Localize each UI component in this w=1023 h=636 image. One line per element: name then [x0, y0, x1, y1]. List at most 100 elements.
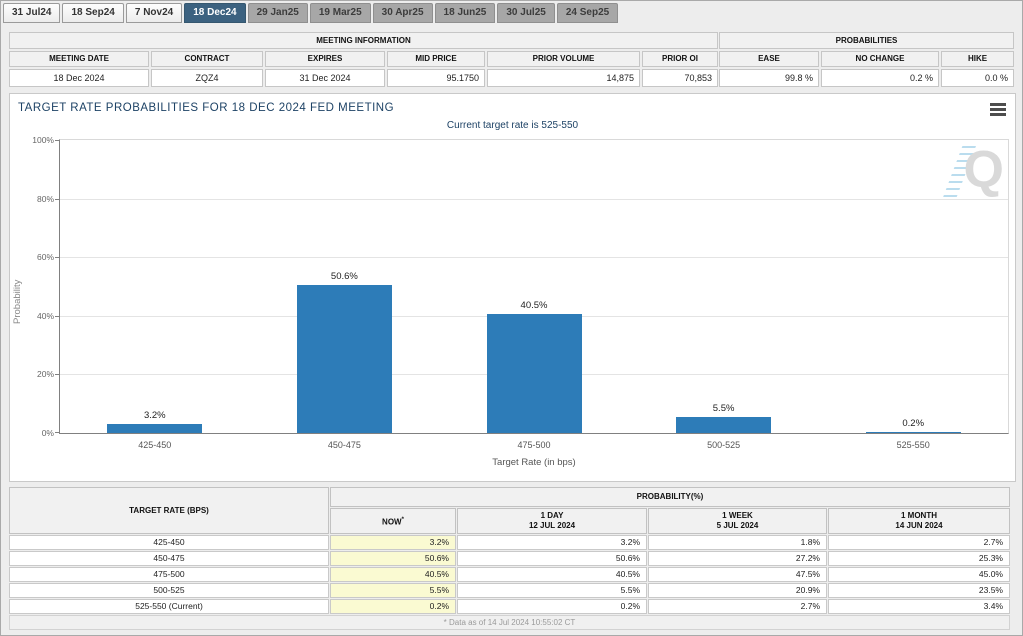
chart-menu-icon[interactable]: [990, 103, 1006, 118]
probabilities-header-hike: HIKE: [941, 51, 1014, 67]
bar-500-525: [676, 416, 772, 433]
tab-18-sep24[interactable]: 18 Sep24: [62, 3, 124, 23]
y-tick-mark: [55, 257, 59, 259]
row-label-425-450: 425-450: [9, 535, 329, 550]
meeting-info-table: MEETING INFORMATION MEETING DATE CONTRACT…: [9, 32, 718, 87]
chart-panel: TARGET RATE PROBABILITIES FOR 18 DEC 202…: [9, 93, 1016, 482]
meeting-info-value-prior-oi: 70,853: [642, 69, 718, 87]
sub-header-1-month: 1 MONTH 14 JUN 2024: [828, 508, 1010, 534]
y-tick-label: 20%: [36, 369, 54, 380]
tab-30-jul25[interactable]: 30 Jul25: [497, 3, 555, 23]
meeting-info-header-meeting-date: MEETING DATE: [9, 51, 149, 67]
chart-subtitle: Current target rate is 525-550: [446, 120, 579, 131]
footnote: * Data as of 14 Jul 2024 10:55:02 CT: [9, 615, 1010, 630]
bar-475-500: [486, 314, 582, 433]
plot-area: Q 0% 20% 40% 60% 80% 100% 3.2% 425-450 50.6% 450-…: [32, 135, 1009, 450]
prob-cell: 5.5%: [457, 583, 647, 598]
y-tick-label: 60%: [36, 252, 54, 263]
sub-header-1-week: 1 WEEK 5 JUL 2024: [648, 508, 827, 534]
tab-30-apr25[interactable]: 30 Apr25: [372, 3, 433, 23]
bar-value-label: 3.2%: [143, 409, 166, 421]
meeting-info-title: MEETING INFORMATION: [9, 32, 718, 49]
meeting-info-header-mid-price: MID PRICE: [387, 51, 485, 67]
probabilities-value-hike: 0.0 %: [941, 69, 1014, 87]
prob-cell: 0.2%: [457, 599, 647, 614]
meeting-info-value-expires: 31 Dec 2024: [265, 69, 385, 87]
row-label-500-525: 500-525: [9, 583, 329, 598]
tab-7-nov24[interactable]: 7 Nov24: [125, 3, 183, 23]
bar-value-label: 0.2%: [902, 418, 925, 429]
probabilities-value-no-change: 0.2 %: [821, 69, 939, 87]
row-label-450-475: 450-475: [9, 551, 329, 566]
prob-cell: 47.5%: [648, 567, 827, 582]
bar-425-450: [107, 423, 203, 433]
meeting-info-value-mid-price: 95.1750: [387, 69, 485, 87]
probabilities-header-ease: EASE: [719, 51, 819, 67]
prob-cell: 20.9%: [648, 583, 827, 598]
meeting-info-header-prior-oi: PRIOR OI: [642, 51, 718, 67]
target-rate-probability-table: TARGET RATE (BPS) PROBABILITY(%) * Data …: [9, 487, 1016, 630]
y-tick-mark: [55, 432, 59, 433]
probabilities-value-ease: 99.8 %: [719, 69, 819, 87]
row-label-525-550-current-: 525-550 (Current): [9, 599, 329, 614]
prob-cell: 25.3%: [828, 551, 1010, 566]
x-tick-label-525-550: 525-550: [896, 440, 930, 450]
row-label-475-500: 475-500: [9, 567, 329, 582]
meeting-info-header-prior-volume: PRIOR VOLUME: [487, 51, 640, 67]
bar-value-label: 5.5%: [712, 402, 735, 414]
gridline-80: [60, 198, 1008, 200]
prob-cell: 50.6%: [330, 551, 456, 566]
y-tick-mark: [55, 140, 59, 141]
meeting-info-header-expires: EXPIRES: [265, 51, 385, 67]
col-header-probability: PROBABILITY(%): [330, 487, 1010, 507]
prob-cell: 40.5%: [330, 567, 456, 582]
y-tick-mark: [55, 315, 59, 317]
x-tick-label-450-475: 450-475: [327, 440, 361, 450]
chart-title: TARGET RATE PROBABILITIES FOR 18 DEC 202…: [18, 102, 395, 114]
tab-18-dec24[interactable]: 18 Dec24: [184, 3, 246, 23]
bar-value-label: 40.5%: [520, 300, 548, 312]
sub-header-now: NOW*: [330, 508, 456, 534]
prob-cell: 2.7%: [828, 535, 1010, 550]
prob-cell: 50.6%: [457, 551, 647, 566]
x-axis-title: Target Rate (in bps): [492, 457, 576, 468]
y-tick-label: 100%: [32, 135, 54, 145]
col-header-target-rate: TARGET RATE (BPS): [9, 487, 329, 534]
watermark-q-icon: Q: [963, 141, 1004, 199]
prob-cell: 5.5%: [330, 583, 456, 598]
x-tick-label-475-500: 475-500: [517, 440, 551, 450]
meeting-info-value-prior-volume: 14,875: [487, 69, 640, 87]
tab-29-jan25[interactable]: 29 Jan25: [247, 3, 308, 23]
x-tick-label-500-525: 500-525: [707, 440, 741, 450]
bar-525-550: [865, 432, 961, 433]
probabilities-title: PROBABILITIES: [719, 32, 1014, 49]
quikstrike-watermark: Q: [942, 140, 1004, 204]
tab-24-sep25[interactable]: 24 Sep25: [556, 3, 619, 23]
meeting-tabs: 31 Jul24 18 Sep24 7 Nov24 18 Dec24 29 Jan25 1…: [3, 3, 619, 23]
prob-cell: 23.5%: [828, 583, 1010, 598]
sub-header-1-day: 1 DAY 12 JUL 2024: [457, 508, 647, 534]
prob-cell: 3.2%: [457, 535, 647, 550]
prob-cell: 3.2%: [330, 535, 456, 550]
prob-cell: 45.0%: [828, 567, 1010, 582]
tab-31-jul24[interactable]: 31 Jul24: [3, 3, 61, 23]
gridline-60: [60, 257, 1008, 259]
meeting-info-value-contract: ZQZ4: [151, 69, 263, 87]
prob-cell: 1.8%: [648, 535, 827, 550]
x-tick-label-425-450: 425-450: [138, 440, 172, 450]
meeting-info-header-contract: CONTRACT: [151, 51, 263, 67]
prob-cell: 0.2%: [330, 599, 456, 614]
y-tick-mark: [55, 198, 59, 200]
y-tick-label: 0%: [41, 428, 54, 438]
tab-19-mar25[interactable]: 19 Mar25: [309, 3, 371, 23]
bar-450-475: [296, 284, 392, 433]
tab-18-jun25[interactable]: 18 Jun25: [434, 3, 496, 23]
probabilities-header-no-change: NO CHANGE: [821, 51, 939, 67]
y-tick-label: 80%: [36, 193, 54, 204]
meeting-info-value-meeting-date: 18 Dec 2024: [9, 69, 149, 87]
probabilities-table: PROBABILITIES EASE NO CHANGE HIKE 99.8 % 0.2…: [719, 32, 1016, 87]
prob-cell: 27.2%: [648, 551, 827, 566]
prob-cell: 3.4%: [828, 599, 1010, 614]
y-tick-mark: [55, 374, 59, 376]
